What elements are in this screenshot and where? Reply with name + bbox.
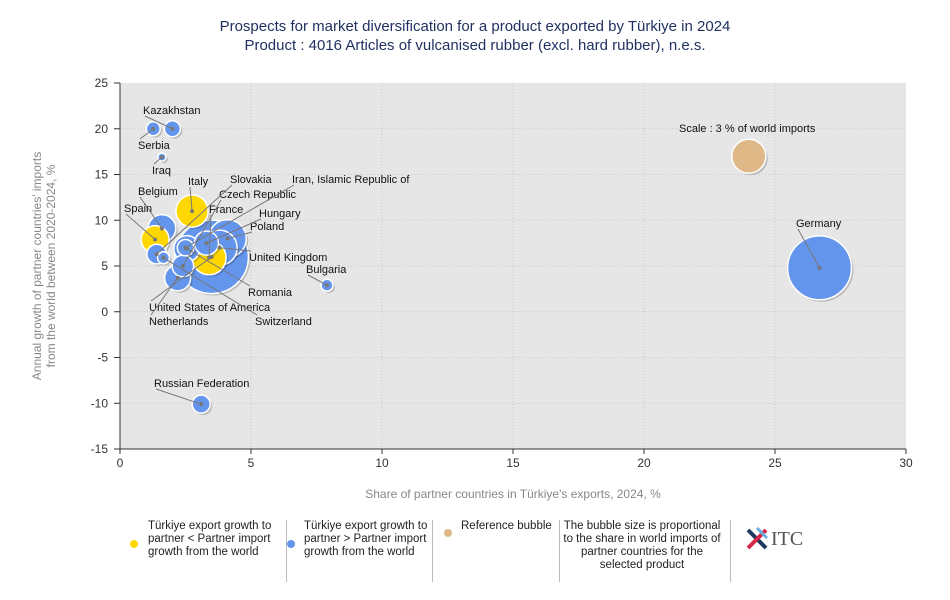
x-axis-label: Share of partner countries in Türkiye's … xyxy=(365,487,661,501)
x-tick-label: 20 xyxy=(637,456,651,470)
leader-line xyxy=(155,388,202,405)
data-label: France xyxy=(209,204,243,216)
x-tick-label: 0 xyxy=(117,456,124,470)
legend-yellow-dot-icon xyxy=(130,540,138,548)
reference-bubble xyxy=(731,138,767,174)
data-label: Iraq xyxy=(152,165,171,177)
leader-line xyxy=(227,231,253,240)
data-label: Hungary xyxy=(259,208,301,220)
itc-logo-text: ITC xyxy=(771,527,804,550)
data-label: Poland xyxy=(250,221,284,233)
leader-line xyxy=(189,186,193,212)
data-label: Germany xyxy=(796,218,842,230)
x-tick-label: 25 xyxy=(768,456,782,470)
data-label: Netherlands xyxy=(149,316,209,328)
leader-line xyxy=(208,214,212,258)
leader-line xyxy=(182,199,222,267)
y-tick-label: 20 xyxy=(95,122,109,136)
data-label: Switzerland xyxy=(255,316,312,328)
y-tick-label: -10 xyxy=(91,396,109,410)
legend-reference: Reference bubble xyxy=(461,520,552,532)
legend-note: The bubble size is proportional to the s… xyxy=(563,520,721,571)
legend-divider xyxy=(730,520,731,582)
itc-logo-icon xyxy=(746,527,769,550)
legend-divider xyxy=(286,520,287,582)
legend-blue-dot-icon xyxy=(287,540,295,548)
y-tick-label: -15 xyxy=(91,442,109,456)
data-label: United Kingdom xyxy=(249,252,327,264)
leader-line xyxy=(150,256,212,302)
leader-line xyxy=(797,228,820,269)
leader-line xyxy=(139,128,154,140)
data-label: Romania xyxy=(248,287,293,299)
legend-divider xyxy=(432,520,433,582)
data-label: Bulgaria xyxy=(306,264,347,276)
leader-line xyxy=(186,248,251,287)
leader-line xyxy=(206,218,262,244)
y-tick-label: 15 xyxy=(95,168,109,182)
data-label: Spain xyxy=(124,203,152,215)
bubble-chart: 0 5 10 15 20 25 30 -15 -10 -5 0 5 10 15 20 25 Share of p… xyxy=(30,76,913,501)
leader-line xyxy=(144,115,173,130)
legend-lower: Türkiye export growth to partner < Partn… xyxy=(148,520,272,558)
chart-subtitle: Product : 4016 Articles of vulcanised ru… xyxy=(244,37,706,54)
itc-logo: ITC xyxy=(745,527,803,551)
legend-divider xyxy=(559,520,560,582)
chart-title: Prospects for market diversification for… xyxy=(219,18,731,35)
leader-line xyxy=(156,184,233,255)
leader-line xyxy=(163,257,258,316)
data-label: Russian Federation xyxy=(154,378,249,390)
data-label: Slovakia xyxy=(230,174,272,186)
y-tick-label: 0 xyxy=(101,305,108,319)
data-label: Serbia xyxy=(138,140,171,152)
y-tick-label: -5 xyxy=(97,351,108,365)
legend-higher: Türkiye export growth to partner > Partn… xyxy=(304,520,428,558)
legend-tan-dot-icon xyxy=(444,529,452,537)
x-tick-label: 15 xyxy=(506,456,520,470)
leader-line xyxy=(139,196,163,229)
data-label: Kazakhstan xyxy=(143,105,200,117)
leader-line xyxy=(185,184,295,249)
y-axis-label: from the world between 2020-2024, % xyxy=(44,164,58,367)
data-label: Iran, Islamic Republic of xyxy=(292,174,410,186)
leader-line xyxy=(307,274,328,286)
leader-line xyxy=(150,277,179,316)
y-axis-label: Annual growth of partner countries' impo… xyxy=(30,152,44,380)
leader-line xyxy=(125,213,156,240)
data-label: Belgium xyxy=(138,186,178,198)
y-tick-label: 5 xyxy=(101,259,108,273)
leader-line xyxy=(219,247,252,252)
leader-line xyxy=(153,156,163,165)
data-label: Czech Republic xyxy=(219,189,297,201)
reference-label: Scale : 3 % of world imports xyxy=(679,123,816,135)
y-tick-label: 10 xyxy=(95,213,109,227)
x-tick-label: 10 xyxy=(375,456,389,470)
x-tick-label: 30 xyxy=(899,456,913,470)
y-tick-label: 25 xyxy=(95,76,109,90)
x-tick-label: 5 xyxy=(248,456,255,470)
data-label: Italy xyxy=(188,176,209,188)
